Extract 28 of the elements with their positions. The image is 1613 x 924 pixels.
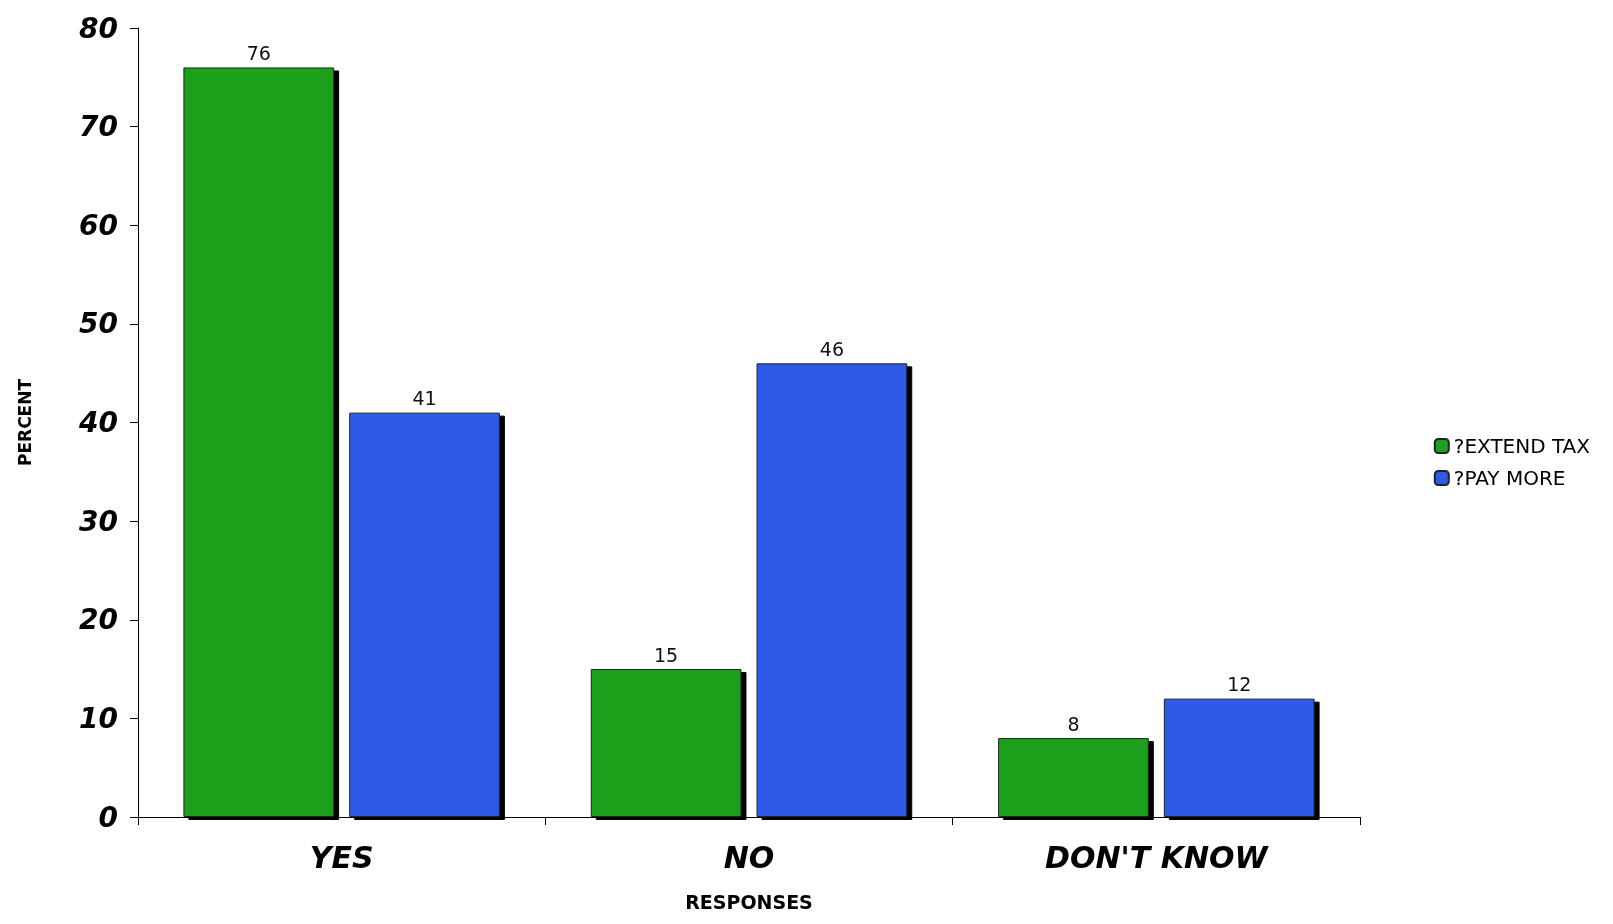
bar	[998, 738, 1149, 817]
data-label: 15	[654, 643, 679, 666]
y-tick-label: 20	[79, 603, 118, 637]
data-label: 8	[1067, 712, 1080, 735]
y-tick-label: 40	[78, 406, 118, 439]
y-tick-label: 0	[98, 800, 118, 834]
data-label: 12	[1227, 673, 1252, 696]
bar	[349, 412, 500, 817]
bar	[1163, 698, 1315, 817]
data-label: 76	[246, 41, 271, 64]
y-tick-label: 10	[79, 701, 118, 735]
y-tick-label: 30	[79, 504, 118, 538]
bar	[756, 363, 908, 817]
y-tick-label: 80	[79, 11, 118, 45]
x-tick-label: DON'T KNOW	[1045, 839, 1270, 875]
legend-label: ?PAY MORE	[1453, 466, 1566, 490]
bar	[183, 67, 335, 817]
bar	[590, 669, 742, 817]
legend-label: ?EXTEND TAX	[1453, 434, 1591, 458]
y-tick-label: 70	[79, 110, 118, 144]
y-axis-title: PERCENT	[14, 378, 35, 467]
x-tick-label: NO	[723, 839, 775, 875]
y-tick-label: 60	[79, 208, 118, 242]
data-label: 46	[819, 337, 844, 360]
data-label: 41	[412, 387, 437, 410]
y-tick-label: 50	[79, 307, 118, 341]
x-axis-title: RESPONSES	[685, 890, 813, 913]
x-tick-label: YES	[309, 839, 374, 875]
